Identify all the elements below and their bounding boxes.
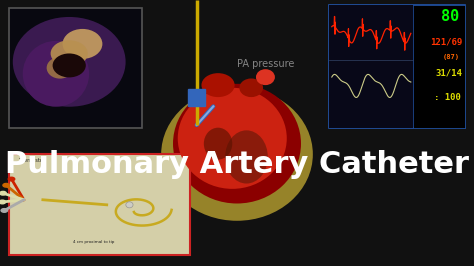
Ellipse shape (63, 29, 102, 59)
Ellipse shape (201, 73, 235, 97)
Text: (87): (87) (442, 54, 459, 60)
Circle shape (3, 184, 9, 187)
Text: 121/69: 121/69 (430, 37, 462, 46)
Text: : 100: : 100 (434, 93, 460, 102)
Text: Thermistor: Thermistor (18, 158, 46, 163)
Bar (9, 8, 142, 128)
Ellipse shape (51, 40, 88, 67)
Text: 80: 80 (441, 9, 459, 24)
Ellipse shape (23, 41, 89, 107)
Ellipse shape (46, 57, 73, 79)
Ellipse shape (178, 88, 287, 189)
Ellipse shape (225, 130, 268, 184)
Text: Pulmonary Artery Catheter: Pulmonary Artery Catheter (5, 150, 469, 180)
Ellipse shape (53, 53, 86, 77)
Ellipse shape (13, 17, 126, 107)
Bar (329, 5, 465, 128)
Ellipse shape (204, 128, 232, 160)
Circle shape (8, 177, 15, 181)
Bar (188, 89, 205, 106)
Text: 4 cm proximal to tip: 4 cm proximal to tip (73, 240, 114, 244)
Circle shape (0, 200, 6, 204)
Bar (9, 154, 190, 255)
Text: 31/14: 31/14 (435, 69, 462, 78)
Circle shape (0, 192, 6, 195)
Ellipse shape (256, 69, 275, 85)
Ellipse shape (239, 78, 263, 97)
Bar (413, 5, 465, 128)
Text: PA pressure: PA pressure (237, 59, 294, 69)
Ellipse shape (173, 84, 301, 203)
Ellipse shape (126, 202, 133, 208)
Ellipse shape (161, 88, 313, 221)
Circle shape (1, 209, 8, 212)
Bar (329, 5, 413, 128)
